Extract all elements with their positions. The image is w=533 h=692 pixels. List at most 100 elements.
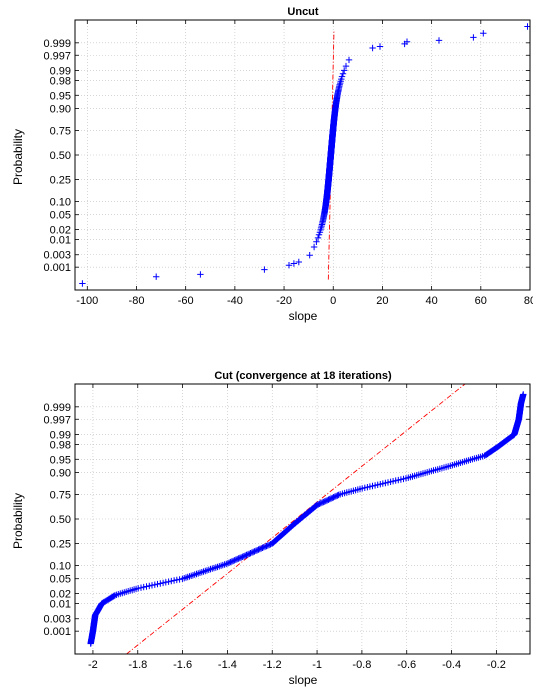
data-point: [168, 577, 175, 585]
x-axis-label-cut: slope: [289, 673, 318, 687]
data-point: [157, 580, 164, 587]
x-tick-label: 60: [475, 295, 487, 307]
y-tick-label: 0.99: [50, 430, 71, 442]
x-tick-label: -0.4: [442, 659, 461, 671]
chart-title-uncut: Uncut: [287, 6, 319, 18]
panel-cut: Cut (convergence at 18 iterations) slope…: [11, 370, 531, 687]
data-point: [369, 44, 376, 52]
data-point: [250, 548, 257, 556]
plot-area-cut: [74, 383, 531, 655]
data-point: [339, 70, 347, 77]
y-tick-label: 0.95: [50, 454, 71, 466]
data-point: [313, 238, 320, 245]
data-point: [480, 30, 487, 37]
plot-area-uncut: [74, 19, 531, 291]
panel-uncut: Uncut slope Probability -100 -80 -60 -40…: [11, 6, 533, 323]
y-tick-label: 0.003: [43, 250, 71, 262]
y-tick-label: 0.999: [43, 38, 71, 50]
y-tick-label: 0.50: [50, 150, 71, 162]
x-tick-label: -1.8: [128, 659, 147, 671]
data-point: [140, 583, 147, 591]
data-point: [376, 43, 384, 50]
data-point: [255, 546, 262, 553]
data-point: [403, 38, 411, 45]
x-tick-label: -0.6: [397, 659, 416, 671]
data-point: [79, 280, 86, 287]
data-point: [162, 579, 169, 586]
chart-title-cut: Cut (convergence at 18 iterations): [214, 370, 392, 382]
data-point: [341, 67, 348, 74]
data-point: [154, 580, 161, 588]
x-tick-labels-cut: -2 -1.8 -1.6 -1.4 -1.2 -1 -0.8 -0.6 -0.4…: [88, 659, 506, 671]
y-tick-label: 0.001: [43, 262, 71, 274]
data-point: [290, 260, 298, 267]
grid: [75, 384, 530, 654]
grid: [75, 20, 531, 290]
y-tick-label: 0.98: [50, 75, 71, 87]
data-point: [335, 491, 342, 499]
y-tick-label: 0.98: [50, 439, 71, 451]
data-point: [165, 578, 172, 585]
y-tick-label: 0.05: [50, 574, 71, 586]
data-point: [338, 73, 346, 80]
y-tick-label: 0.05: [50, 210, 71, 222]
x-tick-label: -2: [88, 659, 98, 671]
data-point: [334, 492, 341, 499]
y-tick-labels-cut: 0.001 0.003 0.01 0.02 0.05 0.10 0.25 0.5…: [43, 402, 71, 638]
data-point: [170, 577, 178, 584]
data-point: [238, 554, 245, 561]
data-point: [260, 544, 267, 551]
data-point: [232, 556, 240, 563]
y-tick-label: 0.10: [50, 561, 71, 573]
y-axis-label-cut: Probability: [11, 493, 25, 549]
data-point: [148, 582, 156, 589]
y-tick-label: 0.003: [43, 614, 71, 626]
data-point: [135, 585, 142, 592]
data-point: [228, 558, 236, 565]
data-point: [230, 557, 237, 565]
x-tick-label: -0.8: [352, 659, 371, 671]
y-tick-label: 0.997: [43, 50, 71, 62]
y-tick-label: 0.10: [50, 197, 71, 209]
y-tick-label: 0.99: [50, 66, 71, 78]
reference-line: [126, 384, 466, 654]
x-tick-label: -1.4: [218, 659, 237, 671]
y-tick-label: 0.01: [50, 234, 71, 246]
data-point: [176, 576, 183, 583]
data-point: [310, 243, 318, 251]
x-tick-label: 0: [330, 295, 336, 307]
plot-frame: [74, 383, 531, 655]
y-tick-label: 0.50: [50, 514, 71, 526]
data-point: [111, 592, 119, 599]
data-points: [79, 23, 530, 287]
data-point: [197, 271, 204, 278]
data-point: [295, 258, 302, 266]
x-tick-label: -40: [227, 295, 243, 307]
y-tick-label: 0.90: [50, 104, 71, 116]
data-point: [224, 560, 232, 567]
data-point: [159, 579, 167, 587]
data-point: [226, 559, 233, 566]
plot-frame: [74, 19, 531, 291]
x-tick-label: -1.2: [263, 659, 282, 671]
data-point: [263, 542, 270, 550]
x-tick-label: -60: [178, 295, 194, 307]
data-point: [314, 234, 322, 242]
data-point: [345, 56, 353, 64]
x-tick-label: -1.6: [173, 659, 192, 671]
data-point: [153, 273, 160, 280]
y-axis-label-uncut: Probability: [11, 129, 25, 185]
data-point: [247, 550, 254, 557]
x-tick-label: 80: [524, 295, 533, 307]
data-point: [259, 544, 266, 551]
data-point: [256, 545, 263, 553]
data-points: [87, 391, 527, 647]
y-tick-label: 0.75: [50, 126, 71, 138]
x-axis-label-uncut: slope: [289, 309, 318, 323]
x-tick-label: -0.2: [487, 659, 506, 671]
y-tick-label: 0.997: [43, 414, 71, 426]
data-point: [435, 37, 443, 44]
y-tick-label: 0.90: [50, 468, 71, 480]
data-point: [242, 552, 249, 559]
